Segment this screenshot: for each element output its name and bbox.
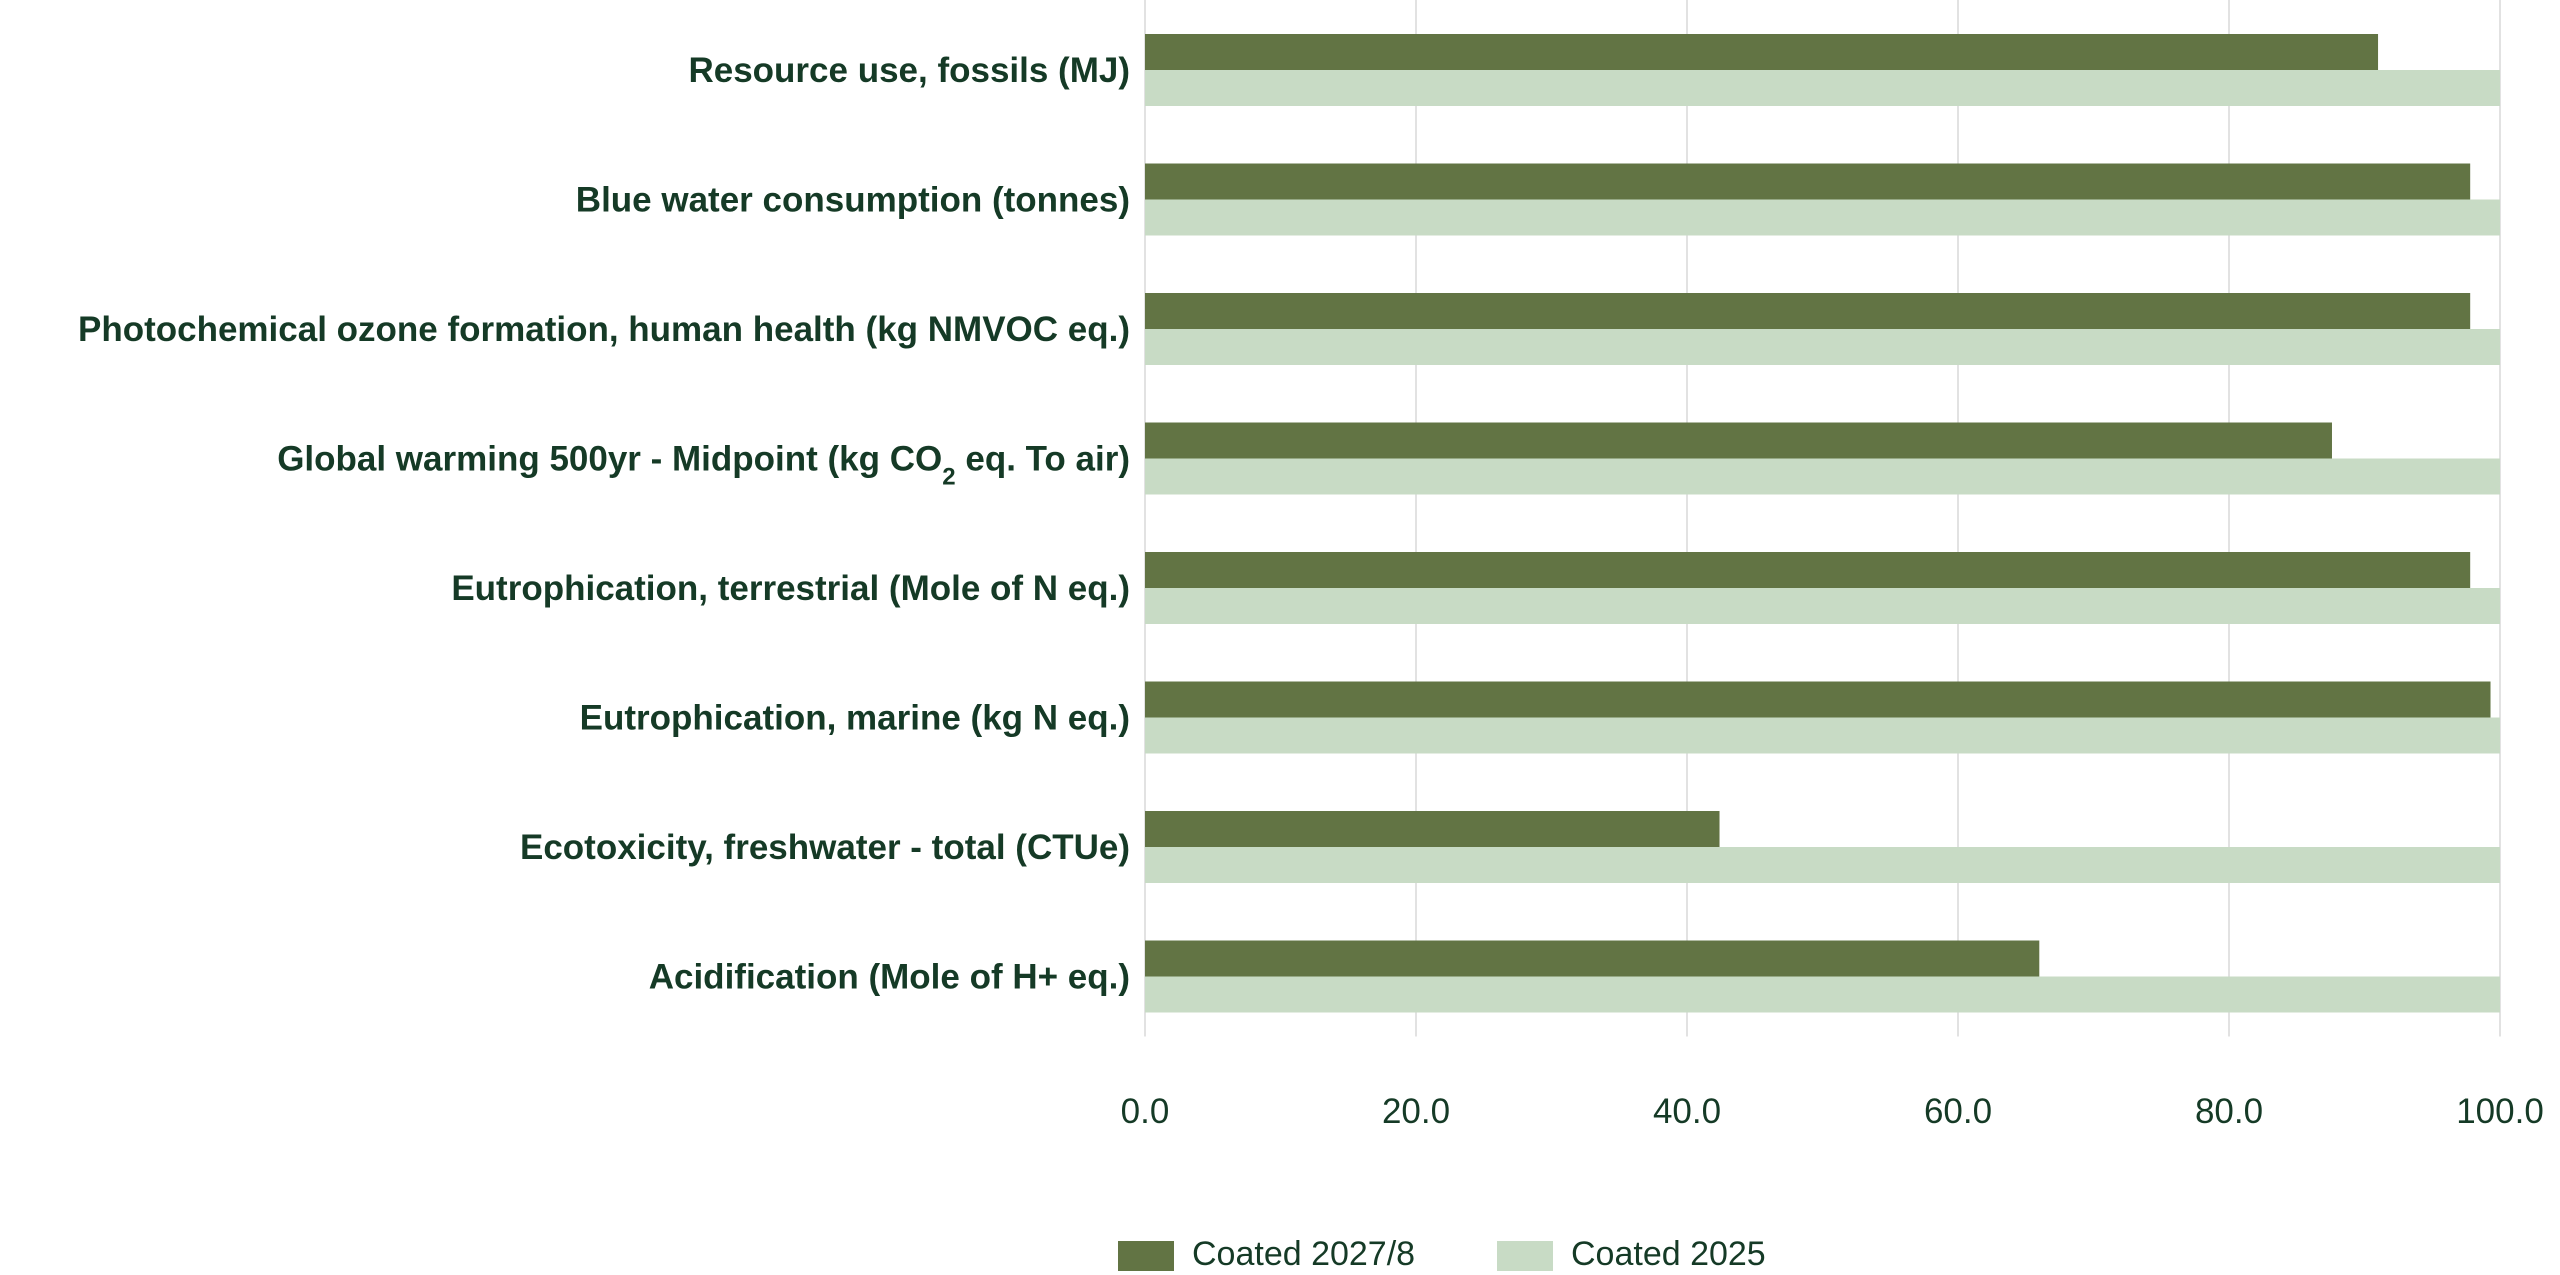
category-label: Blue water consumption (tonnes) [576, 181, 1130, 220]
bar-coated-2025 [1145, 458, 2500, 495]
bar-coated-2027-8 [1145, 681, 2491, 718]
bar-coated-2025 [1145, 976, 2500, 1013]
category-label: Eutrophication, marine (kg N eq.) [580, 699, 1130, 738]
category-label: Global warming 500yr - Midpoint (kg CO2 … [277, 440, 1130, 491]
x-tick-label: 80.0 [2195, 1092, 2263, 1131]
bar-coated-2027-8 [1145, 422, 2332, 459]
legend-item: Coated 2025 [1497, 1235, 1766, 1273]
bar-coated-2025 [1145, 717, 2500, 754]
bar-coated-2027-8 [1145, 552, 2471, 588]
x-tick-label: 0.0 [1121, 1092, 1170, 1131]
x-tick-label: 40.0 [1653, 1092, 1721, 1131]
bar-coated-2027-8 [1145, 293, 2471, 329]
x-tick-label: 100.0 [2456, 1092, 2544, 1131]
bars [1145, 34, 2500, 1013]
bar-coated-2027-8 [1145, 940, 2040, 977]
legend-label: Coated 2025 [1571, 1235, 1766, 1273]
bar-coated-2027-8 [1145, 811, 1720, 847]
legend-label: Coated 2027/8 [1192, 1235, 1415, 1273]
legend: Coated 2027/8 Coated 2025 [1118, 1235, 1766, 1273]
bar-coated-2027-8 [1145, 34, 2379, 70]
bar-coated-2025 [1145, 588, 2500, 624]
x-tick-label: 60.0 [1924, 1092, 1992, 1131]
category-label: Ecotoxicity, freshwater - total (CTUe) [520, 828, 1130, 867]
bar-coated-2027-8 [1145, 163, 2471, 200]
legend-item: Coated 2027/8 [1118, 1235, 1415, 1273]
category-label: Acidification (Mole of H+ eq.) [649, 958, 1130, 997]
category-label: Resource use, fossils (MJ) [688, 51, 1130, 90]
category-labels: Resource use, fossils (MJ) Blue water con… [78, 51, 1130, 997]
legend-swatch [1497, 1241, 1553, 1271]
category-label: Eutrophication, terrestrial (Mole of N e… [451, 569, 1130, 608]
category-label: Photochemical ozone formation, human hea… [78, 310, 1130, 349]
bar-coated-2025 [1145, 199, 2500, 236]
x-tick-label: 20.0 [1382, 1092, 1450, 1131]
bar-coated-2025 [1145, 329, 2500, 365]
legend-swatch [1118, 1241, 1174, 1271]
bar-coated-2025 [1145, 847, 2500, 883]
bar-coated-2025 [1145, 70, 2500, 106]
x-axis-ticks: 0.0 20.0 40.0 60.0 80.0 100.0 [1121, 1092, 2544, 1131]
